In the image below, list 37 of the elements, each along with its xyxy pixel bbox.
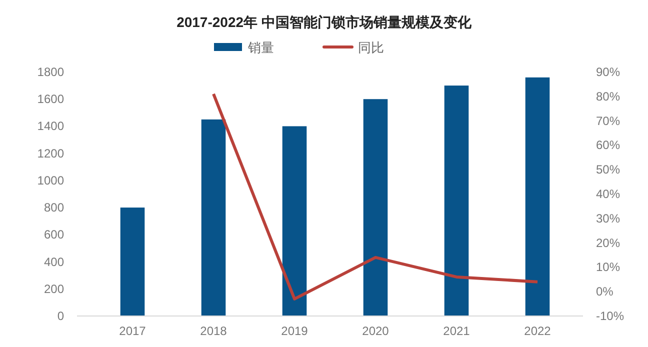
- y2-tick-label: 40%: [596, 187, 620, 201]
- y2-tick-label: 50%: [596, 162, 620, 177]
- x-tick-label: 2017: [119, 324, 146, 338]
- y2-tick-label: 70%: [596, 114, 620, 128]
- y-tick-label: 1800: [37, 65, 64, 79]
- y-tick-label: 1600: [37, 92, 64, 106]
- y-tick-label: 1400: [37, 119, 64, 134]
- y-tick-label: 1000: [37, 173, 64, 188]
- legend-label: 同比: [358, 40, 384, 55]
- bar: [201, 119, 226, 316]
- x-tick-label: 2020: [362, 324, 390, 338]
- y-tick-label: 400: [44, 254, 64, 269]
- y2-tick-label: 80%: [596, 89, 620, 104]
- y-tick-label: 200: [44, 282, 64, 296]
- bar: [525, 77, 550, 316]
- chart-title: 2017-2022年 中国智能门锁市场销量规模及变化: [176, 14, 472, 30]
- legend-label: 销量: [247, 40, 274, 55]
- y-tick-label: 800: [44, 200, 64, 215]
- x-tick-label: 2018: [200, 324, 228, 338]
- y2-tick-label: 20%: [596, 236, 620, 250]
- line-series: [212, 92, 539, 300]
- y2-tick-label: 0%: [596, 284, 614, 299]
- y-tick-label: 600: [44, 228, 64, 242]
- x-tick-label: 2019: [281, 324, 308, 338]
- y2-tick-label: 30%: [596, 211, 620, 226]
- bar: [363, 99, 388, 316]
- y2-tick-label: 60%: [596, 138, 620, 152]
- y2-tick-label: -10%: [596, 309, 624, 323]
- x-tick-label: 2021: [443, 324, 470, 338]
- y2-tick-label: 10%: [596, 260, 620, 274]
- y-tick-label: 1200: [37, 146, 64, 160]
- bar: [282, 126, 307, 316]
- bar: [120, 208, 145, 316]
- bar: [444, 86, 469, 316]
- y-tick-label: 0: [57, 309, 64, 323]
- x-tick-label: 2022: [524, 324, 552, 338]
- y2-tick-label: 90%: [596, 65, 620, 79]
